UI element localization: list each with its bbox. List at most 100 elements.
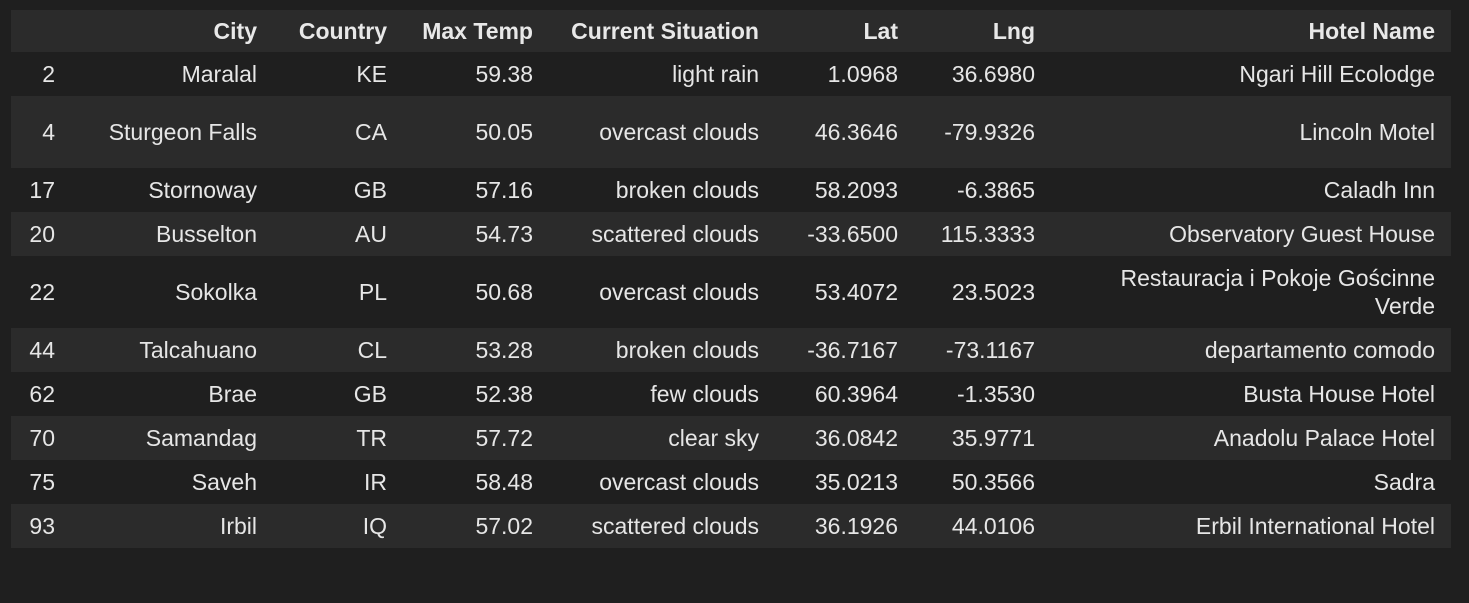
cell-index: 62 <box>29 381 55 407</box>
cell-current-situation: scattered clouds <box>591 221 759 247</box>
cell-index: 20 <box>29 221 55 247</box>
cell-max-temp: 58.48 <box>475 469 533 495</box>
cell-hotel-name: Sadra <box>1373 469 1435 495</box>
header-country: Country <box>298 18 387 44</box>
cell-index: 17 <box>29 177 55 203</box>
cell-index: 2 <box>42 61 55 87</box>
cell-country: TR <box>356 425 387 451</box>
cell-lat: 53.4072 <box>814 279 898 305</box>
table-row: 20 Busselton AU 54.73 scattered clouds -33.65… <box>11 212 1451 256</box>
cell-country: KE <box>356 61 387 87</box>
cell-lng: 115.3333 <box>940 221 1035 247</box>
cell-city: Irbil <box>219 513 257 539</box>
cell-country: IR <box>364 469 387 495</box>
cell-lng: 35.9771 <box>951 425 1035 451</box>
cell-city: Sturgeon Falls <box>108 119 257 145</box>
hotel-dataframe-table: City Country Max Temp Current Situation … <box>11 10 1451 548</box>
header-lat: Lat <box>863 18 899 44</box>
cell-hotel-name: departamento comodo <box>1204 337 1435 363</box>
header-lng: Lng <box>992 18 1035 44</box>
header-row: City Country Max Temp Current Situation … <box>11 10 1451 52</box>
cell-city: Stornoway <box>148 177 257 203</box>
cell-lng: -1.3530 <box>956 381 1035 407</box>
header-hotel-name: Hotel Name <box>1308 18 1435 44</box>
cell-max-temp: 52.38 <box>475 381 533 407</box>
cell-index: 22 <box>29 279 55 305</box>
cell-lng: -6.3865 <box>956 177 1035 203</box>
cell-max-temp: 50.68 <box>475 279 533 305</box>
cell-lat: 36.1926 <box>814 513 898 539</box>
table-row: 62 Brae GB 52.38 few clouds 60.3964 -1.3530 Bus… <box>11 372 1451 416</box>
cell-current-situation: broken clouds <box>615 337 759 363</box>
cell-current-situation: overcast clouds <box>599 469 759 495</box>
table-body: 2 Maralal KE 59.38 light rain 1.0968 36.6980 Ng… <box>11 52 1451 548</box>
cell-lng: -79.9326 <box>944 119 1035 145</box>
cell-max-temp: 57.72 <box>475 425 533 451</box>
cell-country: IQ <box>362 513 387 539</box>
cell-lat: -33.6500 <box>807 221 898 247</box>
cell-hotel-name: Erbil International Hotel <box>1195 513 1435 539</box>
cell-lng: 36.6980 <box>951 61 1035 87</box>
header-max-temp: Max Temp <box>422 18 533 44</box>
cell-hotel-name: Observatory Guest House <box>1169 221 1435 247</box>
cell-hotel-name: Lincoln Motel <box>1299 119 1435 145</box>
cell-city: Samandag <box>145 425 257 451</box>
cell-lat: 1.0968 <box>827 61 898 87</box>
table-row: 4 Sturgeon Falls CA 50.05 overcast clouds 46.… <box>11 96 1451 168</box>
cell-lat: 46.3646 <box>814 119 898 145</box>
cell-max-temp: 57.16 <box>475 177 533 203</box>
cell-country: GB <box>353 381 387 407</box>
cell-city: Talcahuano <box>139 337 257 363</box>
table-row: 22 Sokolka PL 50.68 overcast clouds 53.4072 23… <box>11 256 1451 328</box>
cell-lat: 36.0842 <box>814 425 898 451</box>
header-current-situation: Current Situation <box>571 18 759 44</box>
cell-index: 93 <box>29 513 55 539</box>
cell-lat: 60.3964 <box>814 381 898 407</box>
cell-current-situation: scattered clouds <box>591 513 759 539</box>
cell-country: PL <box>358 279 387 305</box>
cell-city: Brae <box>208 381 257 407</box>
cell-city: Saveh <box>191 469 257 495</box>
cell-index: 44 <box>29 337 55 363</box>
table-row: 93 Irbil IQ 57.02 scattered clouds 36.1926 44.… <box>11 504 1451 548</box>
cell-hotel-name: Anadolu Palace Hotel <box>1213 425 1435 451</box>
cell-index: 70 <box>29 425 55 451</box>
cell-city: Sokolka <box>175 279 257 305</box>
cell-city: Maralal <box>181 61 257 87</box>
header-city: City <box>213 18 257 44</box>
cell-country: CA <box>355 119 387 145</box>
cell-max-temp: 53.28 <box>475 337 533 363</box>
cell-country: AU <box>355 221 387 247</box>
table-row: 75 Saveh IR 58.48 overcast clouds 35.0213 50.3… <box>11 460 1451 504</box>
cell-max-temp: 54.73 <box>475 221 533 247</box>
cell-country: CL <box>357 337 387 363</box>
cell-lng: -73.1167 <box>945 337 1035 363</box>
cell-country: GB <box>353 177 387 203</box>
cell-lng: 44.0106 <box>951 513 1035 539</box>
table-row: 2 Maralal KE 59.38 light rain 1.0968 36.6980 Ng… <box>11 52 1451 96</box>
cell-current-situation: overcast clouds <box>599 119 759 145</box>
cell-hotel-name: Ngari Hill Ecolodge <box>1239 61 1435 87</box>
cell-current-situation: light rain <box>672 61 759 87</box>
cell-lng: 23.5023 <box>951 279 1035 305</box>
cell-current-situation: overcast clouds <box>599 279 759 305</box>
cell-current-situation: broken clouds <box>615 177 759 203</box>
dataframe-output: City Country Max Temp Current Situation … <box>11 10 1451 548</box>
cell-lat: 58.2093 <box>814 177 898 203</box>
cell-current-situation: clear sky <box>668 425 759 451</box>
header-index <box>11 10 69 52</box>
cell-city: Busselton <box>155 221 257 247</box>
cell-lng: 50.3566 <box>951 469 1035 495</box>
table-row: 70 Samandag TR 57.72 clear sky 36.0842 35.9771… <box>11 416 1451 460</box>
cell-max-temp: 50.05 <box>475 119 533 145</box>
cell-lat: 35.0213 <box>814 469 898 495</box>
cell-current-situation: few clouds <box>650 381 759 407</box>
table-row: 17 Stornoway GB 57.16 broken clouds 58.2093 -6… <box>11 168 1451 212</box>
cell-max-temp: 57.02 <box>475 513 533 539</box>
cell-hotel-name: Restauracja i Pokoje Gościnne Verde <box>1120 265 1436 319</box>
cell-hotel-name: Caladh Inn <box>1323 177 1435 203</box>
cell-hotel-name: Busta House Hotel <box>1243 381 1435 407</box>
table-row: 44 Talcahuano CL 53.28 broken clouds -36.7167… <box>11 328 1451 372</box>
cell-max-temp: 59.38 <box>475 61 533 87</box>
cell-lat: -36.7167 <box>807 337 898 363</box>
